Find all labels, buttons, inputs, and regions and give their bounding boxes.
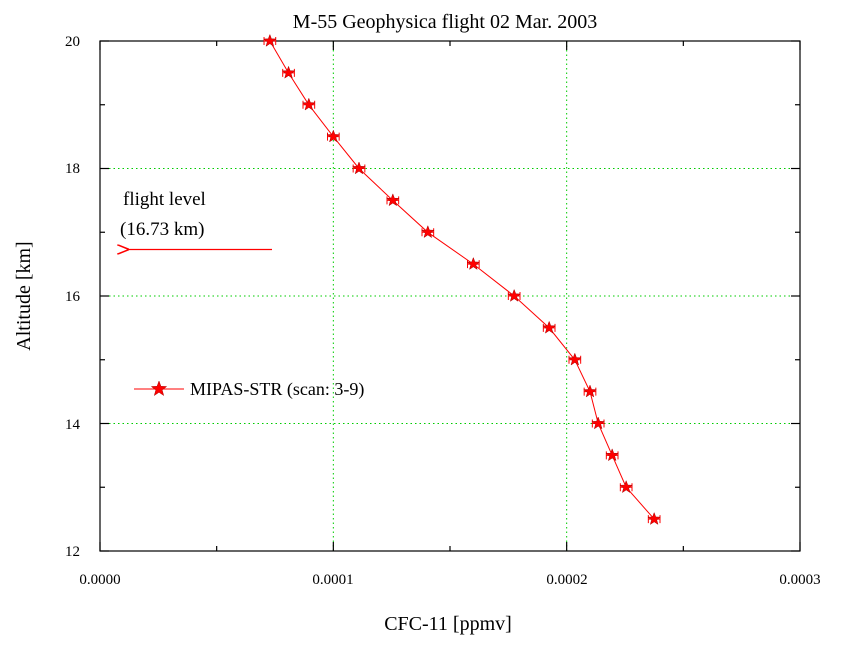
y-tick-label: 16 (65, 289, 81, 305)
series-line (269, 40, 655, 520)
data-point-star (619, 480, 634, 494)
data-point-star (326, 129, 341, 143)
x-tick-label: 0.0001 (312, 572, 353, 588)
chart-title: M-55 Geophysica flight 02 Mar. 2003 (293, 11, 597, 33)
data-point-star (567, 352, 582, 366)
x-tick-label: 0.0000 (79, 572, 120, 588)
data-point-star (605, 448, 620, 462)
flight-level-annotation-value: (16.73 km) (120, 219, 204, 240)
grid (100, 41, 800, 551)
data-point-star (591, 416, 606, 430)
data-point-star (507, 288, 522, 302)
axis-ticks (99, 40, 801, 552)
data-point-star (647, 511, 662, 525)
y-axis-label: Altitude [km] (13, 241, 35, 350)
data-point-star (385, 193, 400, 207)
x-tick-label: 0.0002 (546, 572, 587, 588)
data-point-star (583, 384, 597, 398)
legend: MIPAS-STR (scan: 3-9) (134, 379, 364, 400)
y-tick-label: 14 (65, 417, 81, 433)
x-axis-label: CFC-11 [ppmv] (384, 613, 512, 635)
y-tick-label: 12 (65, 544, 80, 560)
flight-level-annotation: flight level (123, 189, 206, 210)
data-point-star (466, 256, 481, 270)
data-point-star (542, 320, 557, 334)
legend-label: MIPAS-STR (scan: 3-9) (190, 379, 364, 400)
data-point-star (262, 33, 277, 47)
data-point-star (352, 161, 366, 175)
x-tick-label: 0.0003 (779, 572, 820, 588)
data-point-star (281, 65, 296, 79)
series-mipas-str (262, 33, 662, 525)
data-point-star (420, 225, 435, 239)
y-tick-label: 18 (65, 161, 80, 177)
y-tick-label: 20 (65, 34, 80, 50)
data-point-star (301, 97, 316, 111)
legend-star-icon (150, 380, 168, 397)
